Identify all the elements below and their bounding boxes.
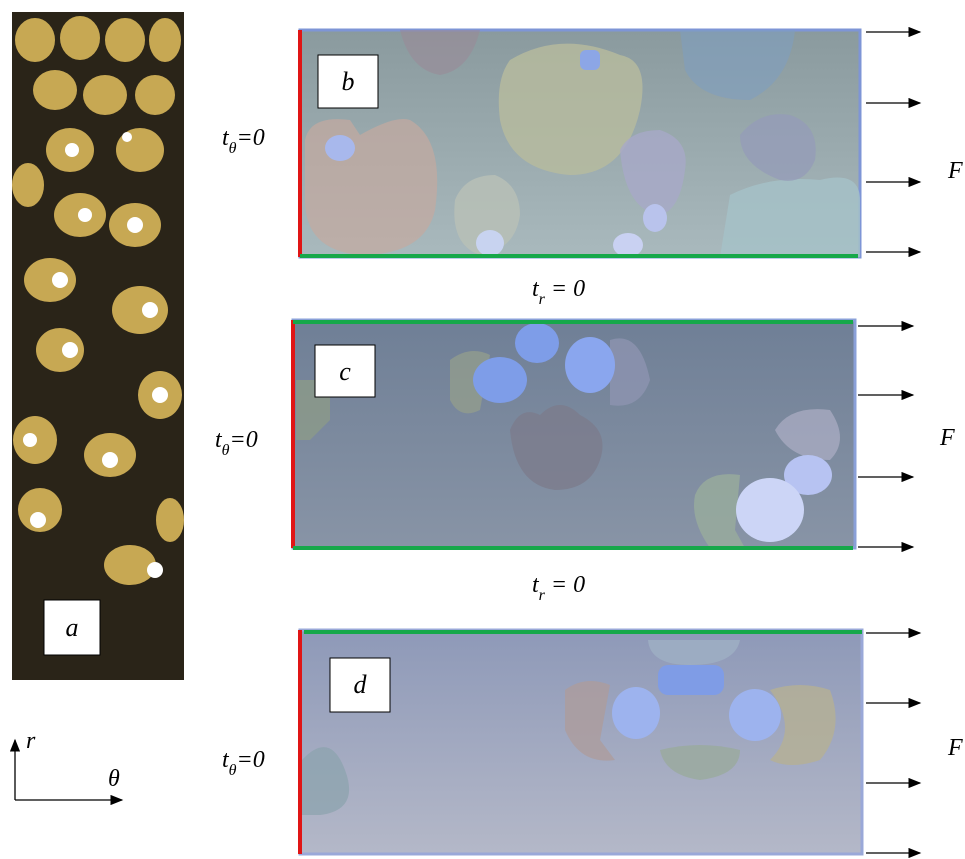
boundary-label: tr = 0 <box>532 276 585 308</box>
boundary-label: tθ=0 <box>215 427 258 459</box>
figure: a b F tθ=0 tr = 0 c F tθ=0 tr = 0 d F tθ… <box>0 0 965 859</box>
axis-label: r <box>26 728 36 754</box>
axis-label: θ <box>108 766 120 792</box>
panel-label: c <box>339 357 351 386</box>
label-part: θ <box>229 140 237 157</box>
panel-label: b <box>342 67 355 96</box>
label-part: θ <box>222 442 230 459</box>
boundary-label: tθ=0 <box>222 125 265 157</box>
panel-label: a <box>66 613 79 642</box>
label-part: θ <box>229 762 237 779</box>
panel-c: c F tθ=0 <box>215 320 955 548</box>
panel-d: d F tθ=0 <box>222 630 963 854</box>
label-part: =0 <box>237 125 265 151</box>
boundary-label: tr = 0 <box>532 572 585 604</box>
label-part: =0 <box>237 747 265 773</box>
label-part: = 0 <box>545 572 585 598</box>
force-label: F <box>947 158 963 184</box>
force-label: F <box>947 735 963 761</box>
label-part: = 0 <box>545 276 585 302</box>
panel-a: a <box>12 12 184 680</box>
force-label: F <box>939 425 955 451</box>
panel-b: b F tθ=0 <box>222 30 963 257</box>
boundary-label: tθ=0 <box>222 747 265 779</box>
label-part: =0 <box>230 427 258 453</box>
panel-label: d <box>354 670 368 699</box>
